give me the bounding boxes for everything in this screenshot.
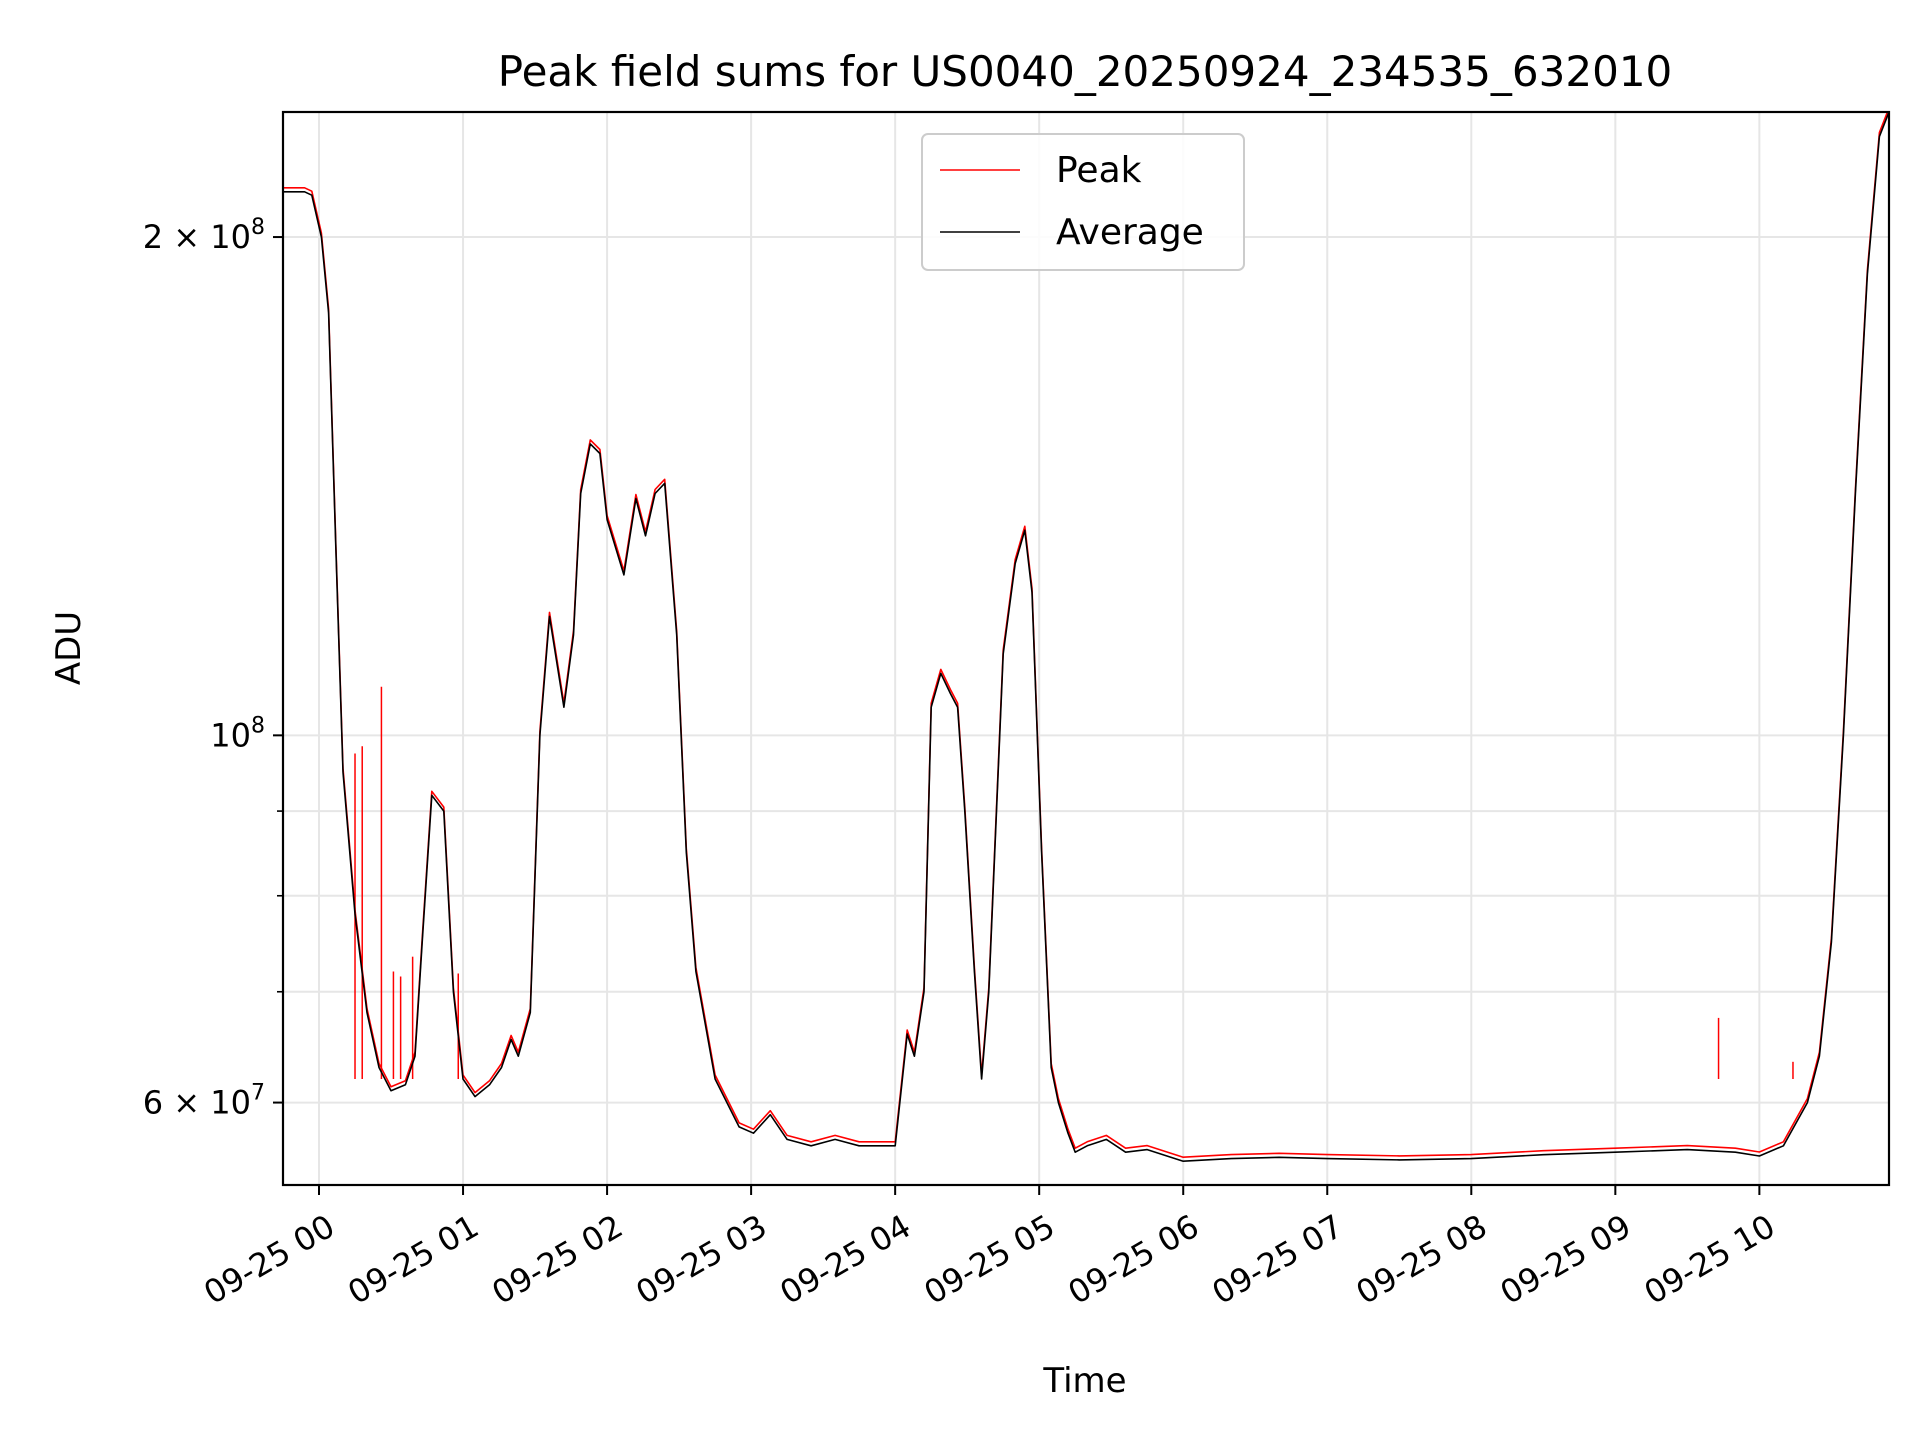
- legend: Peak Average: [921, 133, 1245, 271]
- legend-peak-label: Peak: [1056, 150, 1142, 191]
- y-axis-label: ADU: [49, 611, 89, 685]
- y-tick-label: 6 × 107: [143, 1081, 265, 1122]
- series-average: [283, 112, 1889, 1162]
- legend-average-label: Average: [1056, 212, 1204, 253]
- y-tick-exponent: 8: [251, 713, 265, 738]
- y-axis: 6 × 107 108 2 × 108: [143, 215, 283, 1122]
- y-tick-mantissa: 6: [143, 1084, 163, 1122]
- average-line: [283, 112, 1889, 1162]
- y-tick-exponent: 8: [251, 215, 265, 240]
- y-tick-exponent: 7: [251, 1081, 265, 1106]
- grid: [283, 112, 1889, 1185]
- y-tick-mantissa: 2: [143, 218, 163, 256]
- plot-frame: [281, 110, 1891, 1187]
- chart-title: Peak field sums for US0040_20250924_2345…: [498, 47, 1673, 96]
- y-tick-label: 108: [210, 713, 265, 754]
- y-tick-label: 2 × 108: [143, 215, 265, 256]
- x-axis-label: Time: [1042, 1361, 1126, 1401]
- legend-box: [921, 133, 1245, 271]
